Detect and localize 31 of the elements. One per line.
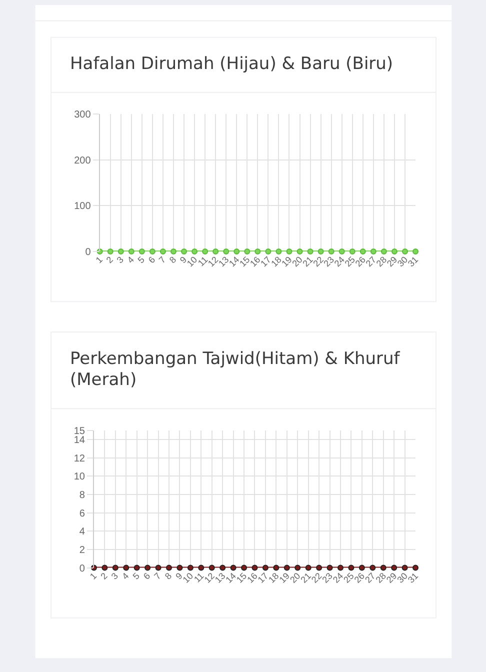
y-tick-label: 10 xyxy=(74,472,86,483)
y-tick-label: 100 xyxy=(74,201,92,212)
x-tick-label: 7 xyxy=(152,570,163,582)
x-tick-label: 3 xyxy=(114,254,126,266)
x-tick-label: 3 xyxy=(109,570,120,582)
y-tick-label: 8 xyxy=(79,490,86,501)
y-tick-label: 200 xyxy=(74,155,92,166)
x-tick-label: 8 xyxy=(167,254,178,266)
x-tick-label: 7 xyxy=(156,254,168,266)
x-tick-label: 4 xyxy=(120,570,131,582)
x-tick-label: 2 xyxy=(104,254,115,266)
x-tick-label: 8 xyxy=(162,570,174,582)
x-tick-label: 5 xyxy=(136,254,147,266)
chart-title: Hafalan Dirumah (Hijau) & Baru (Biru) xyxy=(70,54,394,74)
y-tick-label: 14 xyxy=(74,434,86,446)
y-tick-label: 300 xyxy=(74,110,92,121)
y-tick-label: 6 xyxy=(79,508,86,520)
x-tick-label: 2 xyxy=(98,570,110,582)
y-tick-label: 2 xyxy=(79,544,86,556)
y-tick-label: 4 xyxy=(79,526,86,538)
y-tick-label: 15 xyxy=(74,426,86,437)
x-tick-label: 4 xyxy=(125,254,136,266)
y-tick-label: 12 xyxy=(74,453,86,464)
x-tick-label: 6 xyxy=(146,254,158,266)
y-tick-label: 0 xyxy=(79,563,86,574)
x-tick-label: 6 xyxy=(142,570,152,582)
x-tick-label: 5 xyxy=(130,570,142,582)
x-tick-label: 1 xyxy=(94,254,104,266)
y-tick-label: 0 xyxy=(85,247,92,258)
x-tick-label: 1 xyxy=(88,570,99,582)
chart-title: Perkembangan Tajwid(Hitam) & Khuruf (Merah) xyxy=(70,349,401,390)
